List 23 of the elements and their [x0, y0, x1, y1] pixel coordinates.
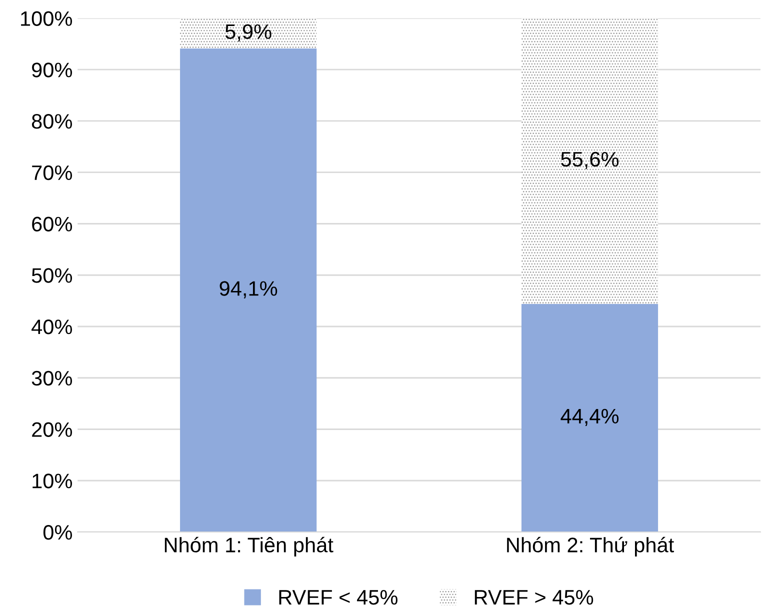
data-label: 55,6% — [561, 152, 619, 170]
data-label: 94,1% — [220, 281, 278, 298]
bar — [521, 304, 658, 532]
data-label: 44,4% — [560, 408, 619, 426]
y-tick-label: 60% — [32, 216, 72, 232]
y-tick-label: 90% — [32, 62, 72, 78]
legend-label: RVEF < 45% — [279, 590, 398, 605]
bar — [521, 18, 658, 304]
bar — [180, 48, 317, 532]
y-tick-label: 20% — [32, 422, 72, 437]
y-tick-label: 70% — [32, 165, 72, 180]
y-tick-label: 80% — [32, 114, 72, 129]
y-tick-label: 40% — [32, 319, 72, 334]
y-tick-label: 0% — [43, 525, 72, 540]
bar — [180, 18, 317, 49]
y-tick-label: 30% — [32, 370, 72, 386]
y-tick-label: 50% — [32, 268, 72, 283]
y-tick-label: 100% — [21, 11, 72, 26]
legend-label: RVEF > 45% — [474, 590, 594, 605]
data-label: 5,9% — [225, 24, 272, 42]
x-tick-label: Nhóm 1: Tiên phát — [164, 536, 334, 557]
x-tick-label: Nhóm 2: Thứ phát — [507, 536, 674, 557]
y-tick-label: 10% — [32, 474, 72, 488]
